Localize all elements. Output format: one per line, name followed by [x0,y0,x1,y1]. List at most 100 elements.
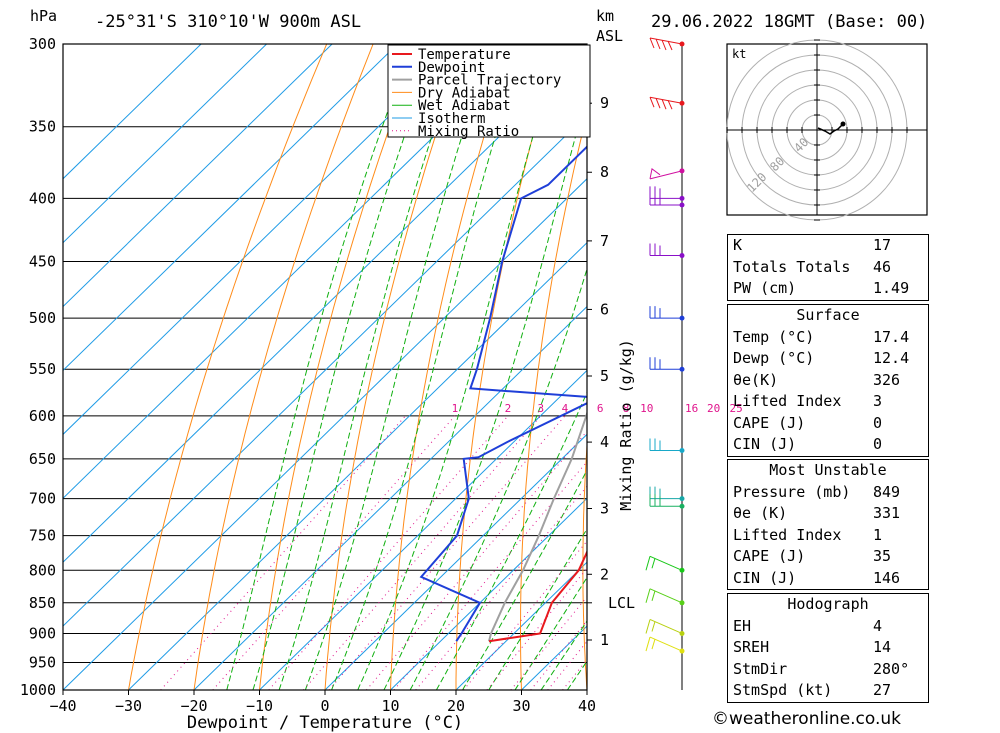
mixing-ratio-axis-title: Mixing Ratio (g/kg) [617,339,635,511]
surface-row: CAPE (J) 0 [728,413,928,435]
surface-table: Surface Temp (°C) 17.4 Dewp (°C) 12.4 θe(K… [727,304,929,457]
surface-title: Surface [796,306,860,324]
background-lines [63,44,1000,690]
wet-adiabat-line [278,44,464,690]
hodograph-value: 27 [873,681,892,699]
surface-label: Dewp (°C) [733,349,815,367]
dry-adiabat-line [582,437,587,690]
surface-row: Dewp (°C) 12.4 [728,348,928,370]
isotherm-line [128,241,587,690]
mixing-ratio-label: 4 [562,402,569,415]
hodograph-value: 4 [873,616,883,635]
temperature-axis: −40 −30 −20 −10 0 10 20 30 40 [49,690,596,715]
wind-barb [649,494,682,507]
mixing-ratio-label: 25 [729,402,742,415]
dewpoint-line [419,145,587,642]
wet-adiabat-line [331,44,525,690]
x-tick-label: −40 [49,697,76,715]
most-unstable-row: θe (K) 331 [728,503,928,525]
surface-row: Temp (°C) 17.4 [728,327,928,349]
wind-barb [649,37,683,51]
legend-dewpoint-label: Dewpoint [418,60,485,76]
dry-adiabat-line [971,44,1000,690]
x-tick-label: 20 [447,697,465,715]
wind-barb [649,306,682,319]
height-tick-label: 9 [600,94,609,112]
wind-barbs [645,37,685,690]
pressure-tick-label: 600 [29,407,56,425]
mixing-ratio-labels: 1 2 3 4 6 8 10 16 20 25 [452,402,743,415]
height-tick-label: 5 [600,367,609,385]
wet-adiabat-line [383,92,587,690]
pressure-tick-label: 650 [29,450,56,468]
x-tick-label: 10 [381,697,399,715]
surface-row: Lifted Index 3 [728,391,928,413]
most-unstable-value: 35 [873,547,892,565]
wind-barb [649,193,682,206]
pressure-unit-label: hPa [30,7,57,25]
dry-adiabat-line [128,44,328,690]
index-value: 17 [873,236,892,254]
data-lines [419,145,587,643]
surface-value: 17.4 [873,327,910,346]
isotherm-line [390,497,587,690]
surface-value: 0 [873,413,883,432]
wet-adiabat-line [304,44,493,690]
indices-row-pw: PW (cm) 1.49 [728,278,928,300]
index-value: 46 [873,257,892,276]
most-unstable-row: CAPE (J) 35 [728,546,928,568]
mixing-ratio-label: 3 [537,402,544,415]
surface-value: 12.4 [873,349,910,367]
wind-barb [649,96,683,110]
pressure-tick-label: 800 [29,561,56,579]
mixing-ratio-line [328,415,566,690]
hodograph-label: SREH [733,638,770,656]
isotherm-line [259,369,587,690]
most-unstable-label: θe (K) [733,504,788,522]
legend-dry-adiabat-label: Dry Adiabat [418,85,511,101]
indices-row-totals: Totals Totals 46 [728,257,928,279]
mixing-ratio-label: 10 [640,402,653,415]
mixing-ratio-line [160,415,406,690]
most-unstable-value: 146 [873,568,901,587]
hodograph-label: EH [733,616,752,635]
pressure-tick-label: 750 [29,527,56,545]
surface-row: θe(K) 326 [728,370,928,392]
hodograph-end-dot [840,121,846,127]
most-unstable-row: Lifted Index 1 [728,525,928,547]
legend-box [387,44,591,138]
pressure-tick-label: 850 [29,594,56,612]
most-unstable-title: Most Unstable [769,461,887,479]
height-tick-label: 6 [600,300,609,318]
mixing-ratio-line [486,567,587,690]
most-unstable-value: 1 [873,525,883,544]
pressure-tick-label: 500 [29,309,56,327]
hodograph-table-title: Hodograph [787,595,869,613]
datetime-label: 29.06.2022 18GMT (Base: 00) [651,12,927,32]
wind-barb [649,438,682,452]
dry-adiabat-line [390,44,513,690]
pressure-tick-label: 550 [29,360,56,378]
mixing-ratio-line [212,415,456,690]
isotherm-line [455,561,587,690]
height-tick-label: 7 [600,232,609,250]
surface-value: 3 [873,392,883,410]
height-tick-label: 8 [600,163,609,181]
height-unit-label: km [596,7,614,25]
plot-frame [62,43,588,691]
mixing-ratio-label: 2 [505,402,512,415]
indices-row-k: K 17 [728,235,928,257]
credit-link[interactable]: ©weatheronline.co.uk [712,709,902,729]
isotherm-line [63,44,464,436]
most-unstable-label: Pressure (mb) [733,482,851,501]
hodograph-label: StmDir [733,659,788,678]
temperature-line [488,549,587,643]
isotherm-line [63,44,333,308]
wind-barb [649,186,682,199]
wind-barb [645,555,683,571]
surface-label: CIN (J) [733,435,797,453]
surface-value: 0 [873,435,883,453]
pressure-axis: 300 350 400 450 500 550 600 650 700 750 800 850 900 9… [20,35,56,699]
legend-temperature-label: Temperature [418,47,511,63]
